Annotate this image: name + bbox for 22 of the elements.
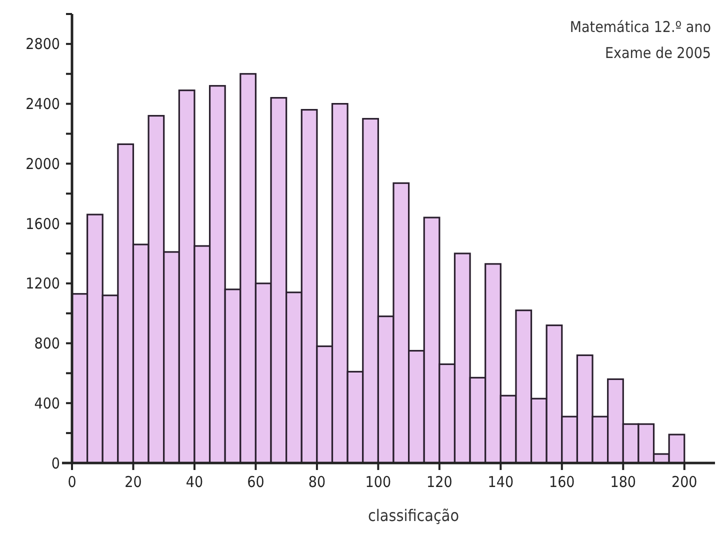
text: Exame de 2005 xyxy=(604,44,711,62)
y-tick-label: 2800 xyxy=(26,35,60,54)
chart-title: Matemática 12.º ano xyxy=(570,18,711,36)
x-tick-label: 80 xyxy=(308,473,326,491)
y-tick-label: 1600 xyxy=(26,214,60,233)
y-tick-label: 1200 xyxy=(26,274,60,293)
x-tick-label: 60 xyxy=(247,473,264,491)
x-tick-label: 160 xyxy=(549,473,575,491)
x-axis-title: classificação xyxy=(368,506,460,525)
y-tick-label: 2400 xyxy=(26,95,60,114)
y-tick-label: 0 xyxy=(51,454,60,472)
x-tick-label: 20 xyxy=(124,473,142,491)
x-tick-label: 200 xyxy=(672,473,698,491)
x-tick-label: 180 xyxy=(610,473,636,491)
x-tick-label: 100 xyxy=(365,473,392,491)
x-tick-label: 140 xyxy=(488,473,514,491)
y-tick-label: 2000 xyxy=(26,154,60,173)
y-tick-label: 400 xyxy=(34,394,60,412)
y-tick-label: 800 xyxy=(34,334,60,353)
x-tick-label: 0 xyxy=(68,473,76,491)
x-tick-label: 40 xyxy=(186,473,204,491)
x-tick-label: 120 xyxy=(426,473,452,491)
